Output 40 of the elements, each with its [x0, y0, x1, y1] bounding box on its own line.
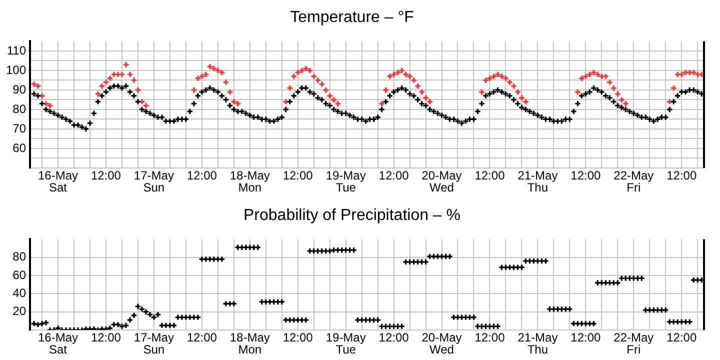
x-tick-label: 19-May Tue — [326, 168, 366, 194]
y-tick-label: 20 — [12, 304, 26, 318]
y-tick-label: 80 — [12, 102, 26, 116]
x-tick-label: 20-May Wed — [422, 168, 462, 194]
x-tick-label: 12:00 — [666, 330, 697, 344]
x-tick-label: 19-May Tue — [326, 330, 366, 356]
x-tick-label: 21-May Thu — [518, 330, 558, 356]
x-tick-label: 12:00 — [378, 330, 410, 344]
y-tick-label: 100 — [6, 62, 26, 77]
chart-title: Probability of Precipitation – % — [244, 207, 460, 224]
y-tick-label: 70 — [12, 121, 26, 136]
x-tick-label: 18-May Mon — [230, 330, 270, 356]
y-tick-label: 80 — [12, 250, 26, 264]
x-tick-label: 20-May Wed — [422, 330, 462, 356]
x-tick-label: 22-May Fri — [614, 168, 654, 194]
y-tick-label: 60 — [12, 140, 26, 155]
x-tick-label: 12:00 — [378, 168, 410, 182]
x-tick-label: 12:00 — [474, 330, 506, 344]
x-tick-label: 12:00 — [570, 168, 602, 182]
y-tick-label: 40 — [12, 286, 26, 300]
x-tick-label: 17-May Sun — [134, 168, 174, 194]
y-tick-label: 90 — [12, 82, 26, 96]
x-tick-label: 17-May Sun — [134, 330, 174, 356]
x-tick-label: 18-May Mon — [230, 168, 270, 194]
x-tick-label: 12:00 — [90, 330, 122, 344]
y-tick-label: 60 — [12, 268, 26, 282]
x-tick-label: 12:00 — [666, 168, 697, 182]
x-tick-label: 16-May Sat — [38, 168, 78, 194]
x-tick-label: 12:00 — [186, 330, 218, 344]
x-tick-label: 16-May Sat — [38, 330, 78, 356]
x-tick-label: 12:00 — [282, 330, 314, 344]
y-tick-label: 110 — [6, 43, 26, 58]
x-tick-label: 22-May Fri — [614, 330, 654, 356]
x-tick-label: 12:00 — [90, 168, 122, 182]
x-tick-label: 12:00 — [474, 168, 506, 182]
x-tick-label: 21-May Thu — [518, 168, 558, 194]
chart-title: Temperature – °F — [290, 9, 414, 26]
x-tick-label: 12:00 — [570, 330, 602, 344]
x-tick-label: 12:00 — [282, 168, 314, 182]
x-tick-label: 12:00 — [186, 168, 218, 182]
